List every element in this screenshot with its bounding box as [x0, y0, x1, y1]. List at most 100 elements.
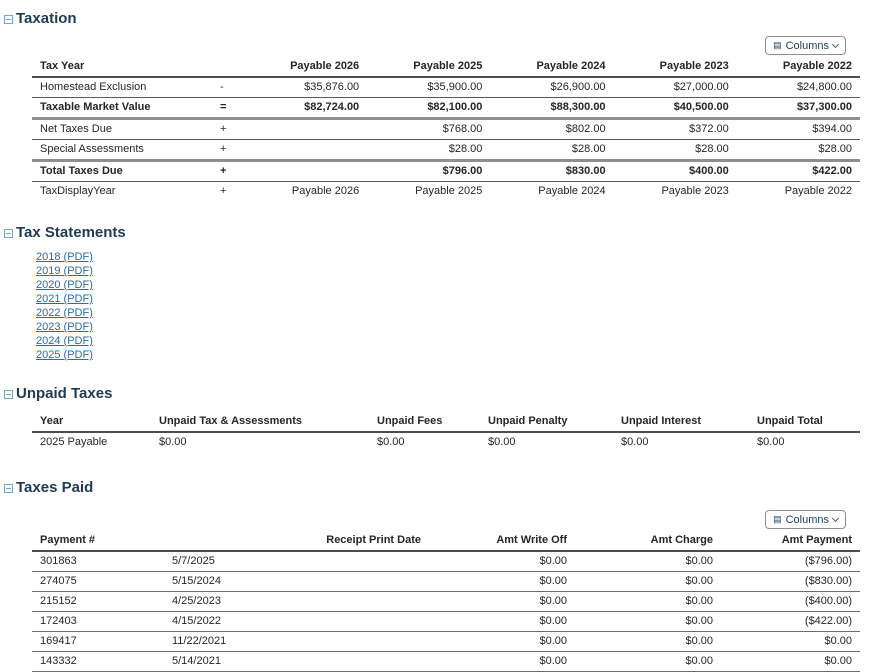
column-header: Year: [32, 412, 151, 433]
cell-payable-2026: $35,876.00: [244, 77, 368, 98]
pdf-statement-link[interactable]: 2021 (PDF): [36, 293, 93, 305]
paid-header-row: Payment # Receipt Print Date Amt Write Off…: [32, 531, 860, 552]
cell-amt-payment: ($422.00): [721, 611, 860, 632]
table-row: 2025 Payable $0.00 $0.00 $0.00 $0.00 $0.…: [32, 432, 860, 452]
cell-amt-payment: ($830.00): [721, 571, 860, 592]
column-header: Payable 2022: [736, 57, 860, 78]
columns-icon: ▤: [773, 40, 782, 50]
row-operator: -: [212, 77, 244, 98]
cell-payable-2025: $768.00: [367, 118, 491, 140]
cell-payable-2023: $28.00: [613, 139, 737, 162]
table-row: 215152 4/25/2023 $0.00 $0.00 ($400.00): [32, 591, 860, 612]
cell-unpaid-penalty: $0.00: [488, 436, 516, 448]
column-header: Payment #: [32, 531, 164, 552]
cell-payment-number: 172403: [32, 611, 164, 632]
unpaid-header-row: Year Unpaid Tax & Assessments Unpaid Fees U…: [32, 412, 860, 433]
row-label: Homestead Exclusion: [32, 77, 212, 98]
taxes-paid-table: Payment # Receipt Print Date Amt Write Off…: [32, 531, 860, 672]
section-title-text: Taxes Paid: [16, 479, 94, 496]
row-label: Total Taxes Due: [32, 160, 212, 182]
cell-payable-2026: [244, 118, 368, 140]
cell-unpaid-total: $0.00: [757, 436, 785, 448]
cell-receipt-print-date: 5/14/2021: [164, 651, 429, 672]
cell-amt-payment: ($400.00): [721, 591, 860, 612]
table-row: 169417 11/22/2021 $0.00 $0.00 $0.00: [32, 631, 860, 652]
cell-amt-payment: $0.00: [721, 631, 860, 652]
cell-amt-charge: $0.00: [575, 651, 721, 672]
column-header: Unpaid Tax & Assessments: [151, 412, 369, 433]
cell-receipt-print-date: 4/15/2022: [164, 611, 429, 632]
collapse-icon[interactable]: [4, 229, 13, 238]
cell-payable-2025: Payable 2025: [415, 185, 483, 197]
column-header: Tax Year: [32, 57, 212, 78]
columns-icon: ▤: [773, 514, 782, 524]
taxation-header-row: Tax Year Payable 2026 Payable 2025 Payable …: [32, 57, 860, 78]
cell-payable-2024: $88,300.00: [490, 97, 614, 120]
cell-payable-2024: $830.00: [490, 160, 614, 182]
cell-unpaid-interest: $0.00: [621, 436, 649, 448]
column-header: Receipt Print Date: [164, 531, 429, 552]
collapse-icon[interactable]: [4, 484, 13, 493]
cell-payable-2026: [244, 139, 368, 162]
cell-payable-2025: $28.00: [367, 139, 491, 162]
cell-amt-write-off: $0.00: [429, 551, 575, 572]
section-tax-statements: Tax Statements 2018 (PDF) 2019 (PDF) 2020 …: [0, 223, 874, 362]
table-row: TaxDisplayYear + Payable 2026 Payable 20…: [32, 182, 860, 202]
cell-payable-2025: $82,100.00: [367, 97, 491, 120]
cell-receipt-print-date: 4/25/2023: [164, 591, 429, 612]
row-label: Special Assessments: [32, 139, 212, 162]
collapse-icon[interactable]: [4, 390, 13, 399]
columns-button[interactable]: ▤ Columns: [765, 36, 846, 55]
column-header: Amt Write Off: [429, 531, 575, 552]
cell-payable-2023: $40,500.00: [613, 97, 737, 120]
column-header: [212, 57, 244, 78]
pdf-statement-link[interactable]: 2025 (PDF): [36, 349, 93, 361]
cell-amt-charge: $0.00: [575, 551, 721, 572]
table-row: 301863 5/7/2025 $0.00 $0.00 ($796.00): [32, 551, 860, 572]
cell-receipt-print-date: 5/15/2024: [164, 571, 429, 592]
column-header: Unpaid Total: [749, 412, 860, 433]
cell-payable-2023: $27,000.00: [613, 77, 737, 98]
cell-unpaid-tax-assessments: $0.00: [159, 436, 187, 448]
cell-payable-2022: $24,800.00: [736, 77, 860, 98]
row-operator: +: [212, 160, 244, 182]
section-title-unpaid-taxes: Unpaid Taxes: [4, 384, 874, 404]
cell-amt-charge: $0.00: [575, 571, 721, 592]
cell-payment-number: 143332: [32, 651, 164, 672]
pdf-statement-link[interactable]: 2023 (PDF): [36, 321, 93, 333]
pdf-statement-link[interactable]: 2020 (PDF): [36, 279, 93, 291]
section-unpaid-taxes: Unpaid Taxes Year Unpaid Tax & Assessment…: [0, 384, 874, 452]
columns-button-label: Columns: [785, 39, 829, 52]
taxation-table: Tax Year Payable 2026 Payable 2025 Payable …: [32, 57, 860, 201]
section-title-text: Tax Statements: [16, 224, 126, 241]
row-label: TaxDisplayYear: [40, 185, 116, 197]
columns-button-label: Columns: [785, 513, 829, 526]
chevron-down-icon: [831, 40, 840, 48]
cell-payable-2022: $37,300.00: [736, 97, 860, 120]
columns-button[interactable]: ▤ Columns: [765, 510, 846, 529]
column-header: Unpaid Fees: [369, 412, 480, 433]
column-header: Amt Payment: [721, 531, 860, 552]
cell-payable-2025: $35,900.00: [367, 77, 491, 98]
pdf-statement-link[interactable]: 2022 (PDF): [36, 307, 93, 319]
cell-payable-2022: $422.00: [736, 160, 860, 182]
cell-payable-2022: $28.00: [736, 139, 860, 162]
cell-payment-number: 301863: [32, 551, 164, 572]
unpaid-taxes-table: Year Unpaid Tax & Assessments Unpaid Fees U…: [32, 412, 860, 452]
cell-payment-number: 215152: [32, 591, 164, 612]
section-taxation: Taxation ▤ Columns Tax Year Payable 2026 P…: [0, 9, 874, 201]
section-title-taxation: Taxation: [4, 9, 874, 29]
table-row: Net Taxes Due + $768.00 $802.00 $372.00 …: [32, 118, 860, 140]
table-row: Special Assessments + $28.00 $28.00 $28.…: [32, 139, 860, 162]
section-title-text: Taxation: [16, 10, 77, 27]
cell-payable-2024: $28.00: [490, 139, 614, 162]
table-row: 172403 4/15/2022 $0.00 $0.00 ($422.00): [32, 611, 860, 632]
pdf-statement-link[interactable]: 2024 (PDF): [36, 335, 93, 347]
row-label: Net Taxes Due: [32, 118, 212, 140]
pdf-statement-link[interactable]: 2019 (PDF): [36, 265, 93, 277]
cell-amt-write-off: $0.00: [429, 651, 575, 672]
cell-payable-2026: [244, 160, 368, 182]
collapse-icon[interactable]: [4, 15, 13, 24]
pdf-statement-link[interactable]: 2018 (PDF): [36, 251, 93, 263]
cell-payable-2023: $400.00: [613, 160, 737, 182]
